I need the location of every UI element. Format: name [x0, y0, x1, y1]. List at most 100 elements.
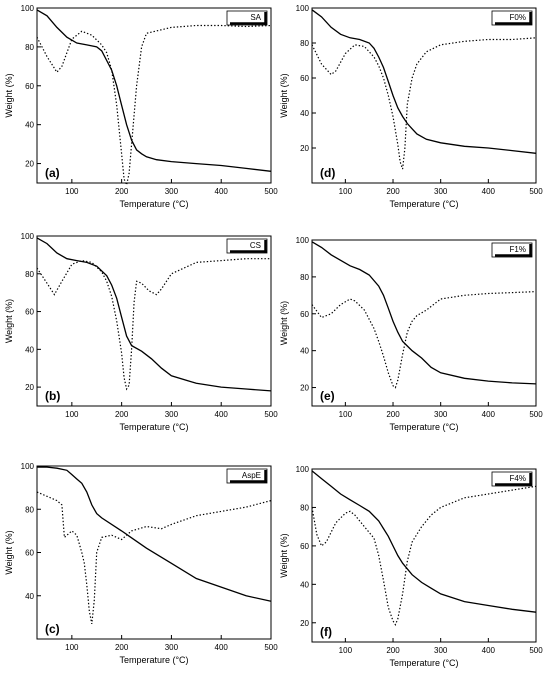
- y-axis-title: Weight (%): [279, 73, 289, 117]
- x-tick-label: 200: [115, 643, 129, 652]
- legend: F0%: [491, 10, 533, 26]
- weight-curve: [36, 237, 272, 392]
- x-axis-title: Temperature (°C): [119, 655, 188, 665]
- y-tick-label: 60: [25, 308, 34, 317]
- derivative-curve: [36, 258, 271, 391]
- x-tick-label: 300: [165, 643, 179, 652]
- x-tick-label: 100: [339, 646, 353, 655]
- panel-label: (b): [45, 389, 60, 403]
- legend-box: [491, 10, 533, 26]
- x-tick-label: 400: [482, 646, 496, 655]
- y-tick-label: 20: [25, 383, 34, 392]
- legend-label: F1%: [510, 245, 526, 254]
- legend-label: SA: [250, 13, 261, 22]
- y-tick-label: 100: [21, 232, 35, 241]
- x-tick-label: 400: [215, 643, 229, 652]
- x-tick-label: 200: [115, 187, 129, 196]
- x-tick-label: 100: [339, 410, 353, 419]
- y-tick-label: 80: [300, 503, 309, 512]
- x-tick-label: 100: [339, 187, 353, 196]
- x-axis-title: Temperature (°C): [119, 199, 188, 209]
- chart-panel: 100 200 300 400 500 20 40 60 80 100 Temperature (°…: [279, 465, 543, 668]
- y-tick-label: 100: [296, 236, 310, 245]
- x-tick-label: 100: [65, 410, 79, 419]
- legend-label: AspE: [242, 471, 261, 480]
- x-axis-title: Temperature (°C): [389, 658, 458, 668]
- y-tick-label: 80: [300, 273, 309, 282]
- y-tick-label: 20: [300, 384, 309, 393]
- legend-label: F0%: [510, 13, 526, 22]
- panel-label: (a): [45, 166, 60, 180]
- legend-label: CS: [250, 241, 261, 250]
- x-tick-label: 300: [165, 187, 179, 196]
- y-tick-label: 100: [296, 465, 310, 474]
- panel-label: (f): [320, 625, 332, 639]
- x-tick-label: 500: [264, 643, 278, 652]
- x-axis-title: Temperature (°C): [119, 422, 188, 432]
- y-axis-title: Weight (%): [4, 299, 14, 343]
- y-tick-label: 60: [25, 82, 34, 91]
- legend: AspE: [226, 468, 268, 484]
- x-tick-label: 300: [434, 187, 448, 196]
- legend: SA: [226, 10, 268, 26]
- x-tick-label: 300: [165, 410, 179, 419]
- y-tick-label: 80: [25, 270, 34, 279]
- legend-box: [226, 10, 268, 26]
- derivative-curve: [36, 24, 272, 187]
- derivative-curve: [311, 485, 537, 627]
- plot-frame: [311, 239, 537, 407]
- derivative-curve: [311, 291, 537, 389]
- y-tick-label: 40: [300, 109, 309, 118]
- panel-label: (c): [45, 622, 60, 636]
- x-axis-title: Temperature (°C): [389, 422, 458, 432]
- y-tick-label: 20: [300, 144, 309, 153]
- y-axis-title: Weight (%): [279, 301, 289, 345]
- derivative-curve: [311, 37, 537, 170]
- plot-frame: [36, 235, 272, 407]
- plot-frame: [311, 468, 537, 643]
- y-tick-label: 40: [25, 592, 34, 601]
- y-tick-label: 40: [300, 347, 309, 356]
- x-tick-label: 100: [65, 187, 79, 196]
- plot-frame: [36, 7, 272, 184]
- y-tick-label: 20: [300, 619, 309, 628]
- chart-panel: 100 200 300 400 500 20 40 60 80 100 Temperature (°…: [4, 232, 278, 432]
- x-tick-label: 400: [215, 187, 229, 196]
- y-tick-label: 20: [25, 160, 34, 169]
- legend-box: [226, 238, 268, 254]
- chart-panel: 100 200 300 400 500 40 60 80 100 Temperature (°C)…: [4, 462, 278, 665]
- y-tick-label: 100: [21, 462, 35, 471]
- chart-panel: 100 200 300 400 500 20 40 60 80 100 Temperature (°…: [279, 236, 543, 432]
- plot-frame: [311, 7, 537, 184]
- x-tick-label: 300: [434, 410, 448, 419]
- legend: F4%: [491, 471, 533, 487]
- x-tick-label: 100: [65, 643, 79, 652]
- y-tick-label: 40: [25, 345, 34, 354]
- weight-curve: [37, 466, 272, 602]
- chart-panel: 100 200 300 400 500 20 40 60 80 100 Temperature (°…: [279, 4, 543, 209]
- panel-label: (e): [320, 389, 335, 403]
- y-axis-title: Weight (%): [279, 533, 289, 577]
- y-axis-title: Weight (%): [4, 73, 14, 117]
- weight-curve: [311, 9, 537, 154]
- legend-box: [491, 242, 533, 258]
- x-tick-label: 500: [529, 410, 543, 419]
- x-tick-label: 200: [115, 410, 129, 419]
- y-tick-label: 60: [300, 310, 309, 319]
- panel-label: (d): [320, 166, 335, 180]
- legend-box: [226, 468, 268, 484]
- y-tick-label: 40: [300, 580, 309, 589]
- y-tick-label: 100: [296, 4, 310, 13]
- weight-curve: [311, 241, 537, 385]
- y-tick-label: 40: [25, 121, 34, 130]
- y-tick-label: 80: [25, 505, 34, 514]
- weight-curve: [36, 9, 272, 172]
- x-tick-label: 200: [386, 646, 400, 655]
- y-tick-label: 80: [300, 39, 309, 48]
- x-tick-label: 400: [482, 410, 496, 419]
- x-tick-label: 500: [529, 187, 543, 196]
- y-tick-label: 60: [300, 74, 309, 83]
- x-tick-label: 500: [264, 187, 278, 196]
- x-tick-label: 400: [215, 410, 229, 419]
